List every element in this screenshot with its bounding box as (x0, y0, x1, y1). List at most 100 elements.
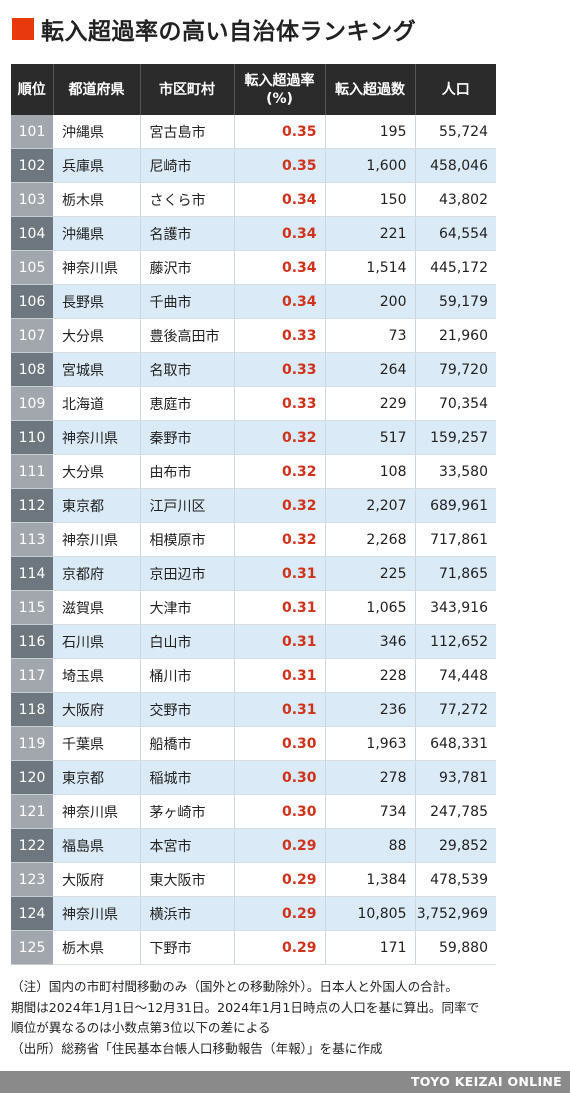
rate-cell: 0.32 (234, 420, 326, 455)
net-inflow-cell: 264 (325, 352, 416, 387)
rate-cell: 0.29 (234, 828, 326, 863)
prefecture-cell: 大分県 (53, 454, 141, 489)
net-inflow-cell: 1,065 (325, 590, 416, 625)
city-cell: 本宮市 (140, 828, 235, 863)
prefecture-cell: 大分県 (53, 318, 141, 353)
prefecture-cell: 栃木県 (53, 182, 141, 217)
table-row: 103 栃木県 さくら市 0.34 150 43,802 (11, 182, 496, 217)
rank-cell: 111 (11, 454, 53, 489)
net-inflow-cell: 346 (325, 624, 416, 659)
rank-cell: 107 (11, 318, 53, 353)
rank-cell: 119 (11, 726, 53, 761)
population-cell: 21,960 (415, 318, 496, 353)
notes: （注）国内の市町村間移動のみ（国外との移動除外）。日本人と外国人の合計。 期間は… (11, 977, 566, 1059)
table-row: 104 沖縄県 名護市 0.34 221 64,554 (11, 216, 496, 251)
title-accent-square (12, 18, 34, 40)
net-inflow-cell: 229 (325, 386, 416, 421)
city-cell: 千曲市 (140, 284, 235, 319)
table-row: 121 神奈川県 茅ヶ崎市 0.30 734 247,785 (11, 794, 496, 829)
population-cell: 445,172 (415, 250, 496, 285)
population-cell: 59,179 (415, 284, 496, 319)
population-cell: 55,724 (415, 115, 496, 149)
table-row: 120 東京都 稲城市 0.30 278 93,781 (11, 760, 496, 795)
prefecture-cell: 神奈川県 (53, 250, 141, 285)
note-line: 順位が異なるのは小数点第3位以下の差による (11, 1020, 271, 1035)
population-cell: 159,257 (415, 420, 496, 455)
table-row: 117 埼玉県 桶川市 0.31 228 74,448 (11, 658, 496, 693)
population-cell: 247,785 (415, 794, 496, 829)
rate-cell: 0.34 (234, 284, 326, 319)
prefecture-cell: 長野県 (53, 284, 141, 319)
net-inflow-cell: 150 (325, 182, 416, 217)
table-row: 124 神奈川県 横浜市 0.29 10,805 3,752,969 (11, 896, 496, 931)
city-cell: 尼崎市 (140, 148, 235, 183)
city-cell: 東大阪市 (140, 862, 235, 897)
header-city: 市区町村 (140, 64, 235, 115)
rank-cell: 113 (11, 522, 53, 557)
rate-cell: 0.34 (234, 182, 326, 217)
table-row: 125 栃木県 下野市 0.29 171 59,880 (11, 930, 496, 965)
rank-cell: 115 (11, 590, 53, 625)
rate-cell: 0.32 (234, 454, 326, 489)
net-inflow-cell: 734 (325, 794, 416, 829)
rank-cell: 103 (11, 182, 53, 217)
prefecture-cell: 沖縄県 (53, 115, 141, 149)
net-inflow-cell: 1,600 (325, 148, 416, 183)
table-row: 111 大分県 由布市 0.32 108 33,580 (11, 454, 496, 489)
city-cell: 豊後高田市 (140, 318, 235, 353)
prefecture-cell: 東京都 (53, 488, 141, 523)
population-cell: 648,331 (415, 726, 496, 761)
population-cell: 717,861 (415, 522, 496, 557)
rate-cell: 0.29 (234, 862, 326, 897)
rate-cell: 0.32 (234, 522, 326, 557)
table-row: 102 兵庫県 尼崎市 0.35 1,600 458,046 (11, 148, 496, 183)
header-net-inflow: 転入超過数 (325, 64, 416, 115)
table-row: 108 宮城県 名取市 0.33 264 79,720 (11, 352, 496, 387)
rank-cell: 106 (11, 284, 53, 319)
rate-cell: 0.31 (234, 556, 326, 591)
population-cell: 33,580 (415, 454, 496, 489)
footer-brand: TOYO KEIZAI ONLINE (410, 1074, 562, 1089)
city-cell: 横浜市 (140, 896, 235, 931)
rate-cell: 0.35 (234, 148, 326, 183)
table-row: 112 東京都 江戸川区 0.32 2,207 689,961 (11, 488, 496, 523)
rate-cell: 0.32 (234, 488, 326, 523)
header-prefecture: 都道府県 (53, 64, 141, 115)
net-inflow-cell: 171 (325, 930, 416, 965)
table-row: 123 大阪府 東大阪市 0.29 1,384 478,539 (11, 862, 496, 897)
rank-cell: 120 (11, 760, 53, 795)
city-cell: 大津市 (140, 590, 235, 625)
rate-cell: 0.35 (234, 115, 326, 149)
table-row: 114 京都府 京田辺市 0.31 225 71,865 (11, 556, 496, 591)
rank-cell: 122 (11, 828, 53, 863)
net-inflow-cell: 236 (325, 692, 416, 727)
population-cell: 74,448 (415, 658, 496, 693)
population-cell: 29,852 (415, 828, 496, 863)
prefecture-cell: 宮城県 (53, 352, 141, 387)
table-row: 105 神奈川県 藤沢市 0.34 1,514 445,172 (11, 250, 496, 285)
population-cell: 71,865 (415, 556, 496, 591)
table-header-row: 順位 都道府県 市区町村 転入超過率 (%) 転入超過数 人口 (11, 64, 496, 115)
city-cell: 名取市 (140, 352, 235, 387)
net-inflow-cell: 200 (325, 284, 416, 319)
net-inflow-cell: 108 (325, 454, 416, 489)
rank-cell: 117 (11, 658, 53, 693)
note-line: （注）国内の市町村間移動のみ（国外との移動除外）。日本人と外国人の合計。 (11, 979, 458, 994)
rate-cell: 0.30 (234, 794, 326, 829)
population-cell: 64,554 (415, 216, 496, 251)
rate-cell: 0.33 (234, 352, 326, 387)
population-cell: 689,961 (415, 488, 496, 523)
rate-cell: 0.33 (234, 386, 326, 421)
net-inflow-cell: 517 (325, 420, 416, 455)
city-cell: 船橋市 (140, 726, 235, 761)
rank-cell: 121 (11, 794, 53, 829)
city-cell: 相模原市 (140, 522, 235, 557)
prefecture-cell: 沖縄県 (53, 216, 141, 251)
prefecture-cell: 神奈川県 (53, 896, 141, 931)
population-cell: 343,916 (415, 590, 496, 625)
net-inflow-cell: 88 (325, 828, 416, 863)
header-rank: 順位 (11, 64, 54, 115)
net-inflow-cell: 221 (325, 216, 416, 251)
net-inflow-cell: 2,268 (325, 522, 416, 557)
rank-cell: 108 (11, 352, 53, 387)
